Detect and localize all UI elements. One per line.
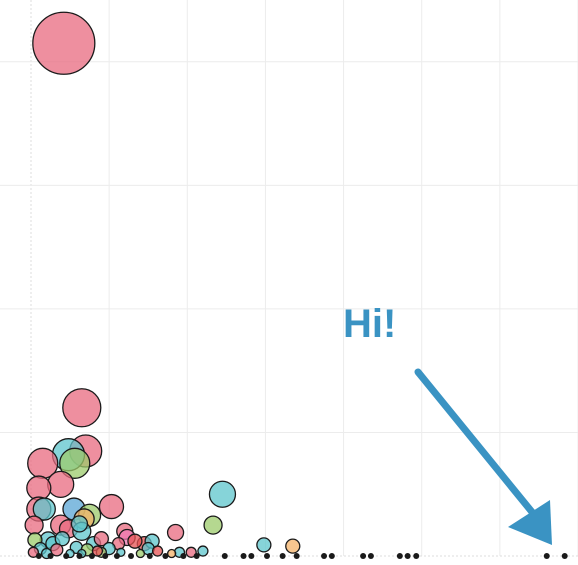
data-point <box>88 553 95 559</box>
data-point <box>151 545 164 557</box>
data-point <box>167 548 177 559</box>
data-point <box>203 515 223 535</box>
arrow-shaft <box>414 368 536 516</box>
data-point <box>208 480 237 508</box>
data-point <box>128 553 135 559</box>
data-point <box>279 553 286 559</box>
data-point <box>180 553 187 559</box>
data-point <box>135 548 146 559</box>
data-point <box>91 545 104 557</box>
data-point <box>328 553 335 559</box>
data-point <box>404 553 411 559</box>
data-point <box>98 493 125 520</box>
data-point <box>413 553 420 559</box>
data-point <box>54 531 70 547</box>
data-points <box>24 11 568 560</box>
data-point <box>102 553 109 559</box>
data-point <box>285 538 301 554</box>
data-point <box>240 553 247 559</box>
data-point <box>63 553 70 559</box>
data-point <box>162 553 169 559</box>
data-point <box>263 553 270 559</box>
data-point <box>360 553 367 559</box>
data-point <box>47 553 54 559</box>
annotation-text: Hi! <box>343 302 397 346</box>
data-point <box>127 533 143 549</box>
data-point <box>197 545 209 557</box>
data-point <box>35 553 42 559</box>
data-point <box>396 553 403 559</box>
data-point <box>24 515 44 535</box>
data-point <box>367 553 374 559</box>
data-point <box>62 388 102 428</box>
data-point <box>47 470 75 498</box>
data-point <box>561 553 568 559</box>
data-point <box>32 11 96 75</box>
data-point <box>59 447 91 479</box>
arrow-head <box>508 500 552 545</box>
data-point <box>27 546 39 558</box>
data-point <box>321 553 328 559</box>
data-point <box>248 553 255 559</box>
data-point <box>193 553 200 559</box>
data-point <box>76 553 83 559</box>
data-point <box>256 537 272 553</box>
data-point <box>146 553 153 559</box>
data-point <box>32 497 56 521</box>
data-point <box>113 553 120 559</box>
annotation-arrow <box>414 368 552 545</box>
data-point <box>221 553 228 559</box>
data-point <box>166 523 185 542</box>
data-point <box>543 553 550 559</box>
data-point <box>93 531 109 547</box>
data-point <box>70 515 89 533</box>
data-point <box>293 553 300 559</box>
data-point <box>185 546 197 558</box>
